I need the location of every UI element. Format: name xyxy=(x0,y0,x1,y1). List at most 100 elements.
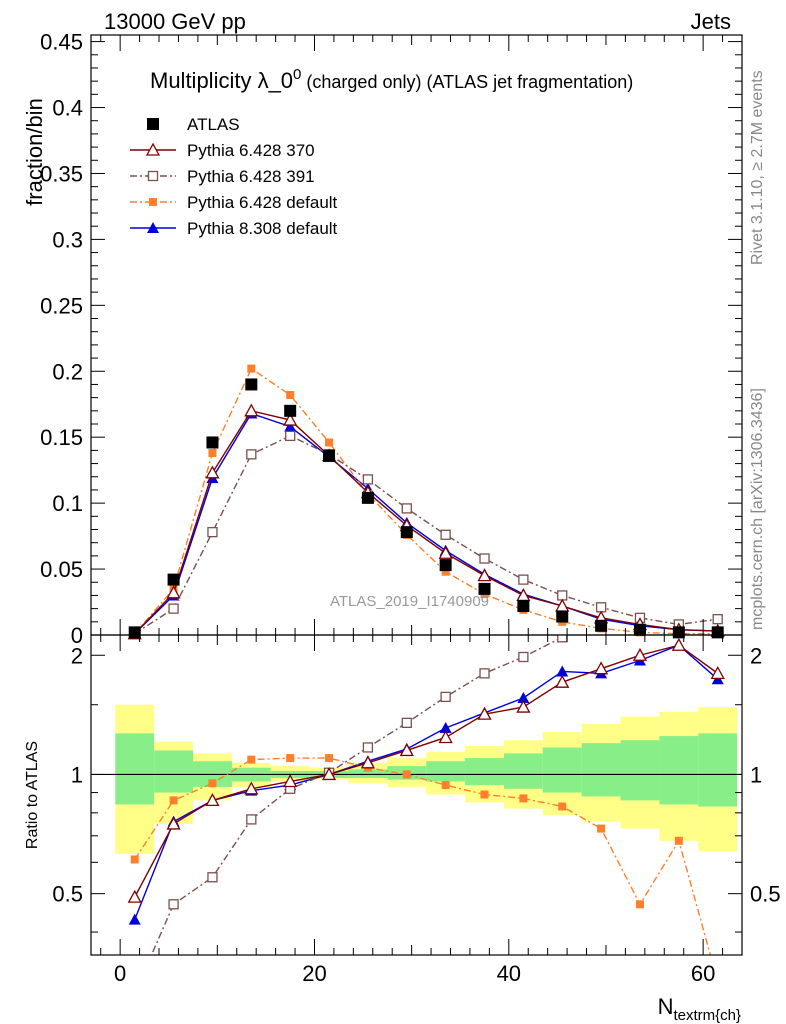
ratio-point-0-6 xyxy=(360,755,376,769)
ratio-point-2-14 xyxy=(674,836,683,845)
ratio-point-2-7 xyxy=(402,770,411,779)
ratio-point-2-2 xyxy=(208,779,217,788)
main-ytick-label-2: 0.1 xyxy=(52,491,83,516)
legend-item-2: Pythia 6.428 391 xyxy=(130,167,315,186)
legend-label-2: Pythia 6.428 391 xyxy=(187,167,315,186)
ratio-ytick-label-right-0: 0.5 xyxy=(750,882,781,907)
legend-item-1: Pythia 6.428 370 xyxy=(130,141,315,160)
main-point-2-11 xyxy=(557,590,568,601)
main-ytick-label-0: 0 xyxy=(71,623,83,648)
ratio-band-inner-0 xyxy=(115,733,155,805)
mcplots-label: mcplots.cern.ch [arXiv:1306.3436] xyxy=(749,388,766,630)
ratio-point-0-2 xyxy=(205,793,220,807)
ratio-point-1-11 xyxy=(557,635,568,643)
main-point-2-10 xyxy=(518,574,529,585)
ratio-band-inner-10 xyxy=(503,753,543,789)
legend-marker-1 xyxy=(145,142,161,156)
ratio-point-0-10 xyxy=(516,699,531,713)
ratio-series-line-1 xyxy=(150,635,567,955)
legend-marker-4 xyxy=(147,222,159,233)
main-point-1-8 xyxy=(438,545,453,559)
ratio-plot-panel: 0 20 40 60 0.5 0.5 1 1 2 2 Ratio to ATLAS Ntextrm… xyxy=(24,634,781,1024)
ratio-band-inner-6 xyxy=(348,769,388,778)
main-point-0-7 xyxy=(400,526,413,539)
ratio-band-inner-11 xyxy=(542,747,582,793)
ratio-series-2 xyxy=(130,754,712,955)
ratio-band-inner-1 xyxy=(154,750,194,793)
ratio-point-0-15 xyxy=(710,666,725,680)
main-series-line-1 xyxy=(134,410,718,635)
main-point-1-4 xyxy=(283,412,298,426)
x-axis-label: Ntextrm{ch} xyxy=(658,994,741,1024)
main-ytick-label-9: 0.45 xyxy=(40,30,83,55)
main-point-2-8 xyxy=(440,529,451,540)
main-point-3-8 xyxy=(441,567,450,576)
main-point-2-1 xyxy=(168,603,179,614)
main-point-0-0 xyxy=(128,626,141,639)
ratio-point-0-13 xyxy=(632,647,648,661)
legend-marker-2 xyxy=(147,170,159,182)
ratio-point-0-5 xyxy=(321,767,337,781)
ratio-point-3-11 xyxy=(556,665,569,677)
header-jets-label: Jets xyxy=(691,9,731,34)
main-point-0-14 xyxy=(672,626,685,639)
legend-marker-3 xyxy=(149,198,157,206)
ratio-point-2-5 xyxy=(325,754,334,763)
main-point-0-5 xyxy=(323,449,336,462)
ratio-point-0-9 xyxy=(477,706,492,720)
main-point-2-6 xyxy=(362,474,374,485)
ratio-series-0 xyxy=(127,637,725,903)
main-point-1-1 xyxy=(166,585,181,599)
main-point-0-1 xyxy=(167,573,180,586)
main-point-0-10 xyxy=(517,599,530,612)
ratio-y-axis-label: Ratio to ATLAS xyxy=(24,741,41,849)
ratio-point-1-8 xyxy=(440,691,451,703)
ratio-xtick-label-2: 40 xyxy=(497,961,521,986)
ratio-point-1-10 xyxy=(518,651,529,663)
main-point-3-3 xyxy=(247,364,256,373)
main-point-2-2 xyxy=(207,526,218,538)
ratio-series-line-0 xyxy=(134,644,719,898)
ratio-ytick-label-right-2: 2 xyxy=(750,643,762,668)
main-point-0-15 xyxy=(711,626,724,639)
ratio-point-2-8 xyxy=(441,781,450,790)
ratio-band-inner-15 xyxy=(698,733,738,807)
ratio-point-1-3 xyxy=(246,814,257,825)
legend: ATLAS Pythia 6.428 370 Pythia 6.428 391 Pyt… xyxy=(130,115,338,238)
ratio-point-0-8 xyxy=(438,730,453,744)
main-ytick-label-4: 0.2 xyxy=(52,359,83,384)
legend-item-4: Pythia 8.308 default xyxy=(130,219,338,238)
ratio-point-2-3 xyxy=(247,755,256,764)
main-point-0-3 xyxy=(245,378,258,391)
ratio-point-0-0 xyxy=(127,889,142,903)
main-point-0-8 xyxy=(439,559,452,572)
ratio-point-2-4 xyxy=(286,754,295,763)
ratio-band-inner-12 xyxy=(581,743,621,797)
main-point-1-3 xyxy=(244,403,259,417)
ratio-point-3-8 xyxy=(439,722,452,734)
ratio-point-1-9 xyxy=(479,668,490,679)
main-ytick-label-7: 0.35 xyxy=(40,161,83,186)
ratio-point-0-3 xyxy=(244,781,259,795)
legend-item-0: ATLAS xyxy=(147,115,240,134)
main-point-0-6 xyxy=(361,491,374,504)
main-ytick-label-8: 0.4 xyxy=(52,96,83,121)
ratio-point-0-7 xyxy=(399,743,414,757)
main-point-4-4 xyxy=(284,420,297,432)
main-point-2-3 xyxy=(246,449,257,460)
ratio-xtick-label-1: 20 xyxy=(302,961,326,986)
ratio-ytick-label-1: 1 xyxy=(71,762,83,787)
ratio-series-line-3 xyxy=(134,644,719,920)
ratio-ytick-label-2: 2 xyxy=(71,643,83,668)
ratio-point-0-4 xyxy=(283,774,298,788)
main-ytick-label-5: 0.25 xyxy=(40,293,83,318)
ratio-point-2-13 xyxy=(635,900,644,909)
ratio-point-2-12 xyxy=(597,824,606,833)
legend-marker-0 xyxy=(147,118,159,130)
ratio-point-0-1 xyxy=(166,816,181,830)
main-point-0-9 xyxy=(478,582,491,595)
ratio-band-inner-14 xyxy=(659,736,699,805)
watermark: ATLAS_2019_I1740909 xyxy=(330,593,489,610)
main-series-line-4 xyxy=(134,412,718,635)
ratio-band-inner-13 xyxy=(620,740,660,801)
